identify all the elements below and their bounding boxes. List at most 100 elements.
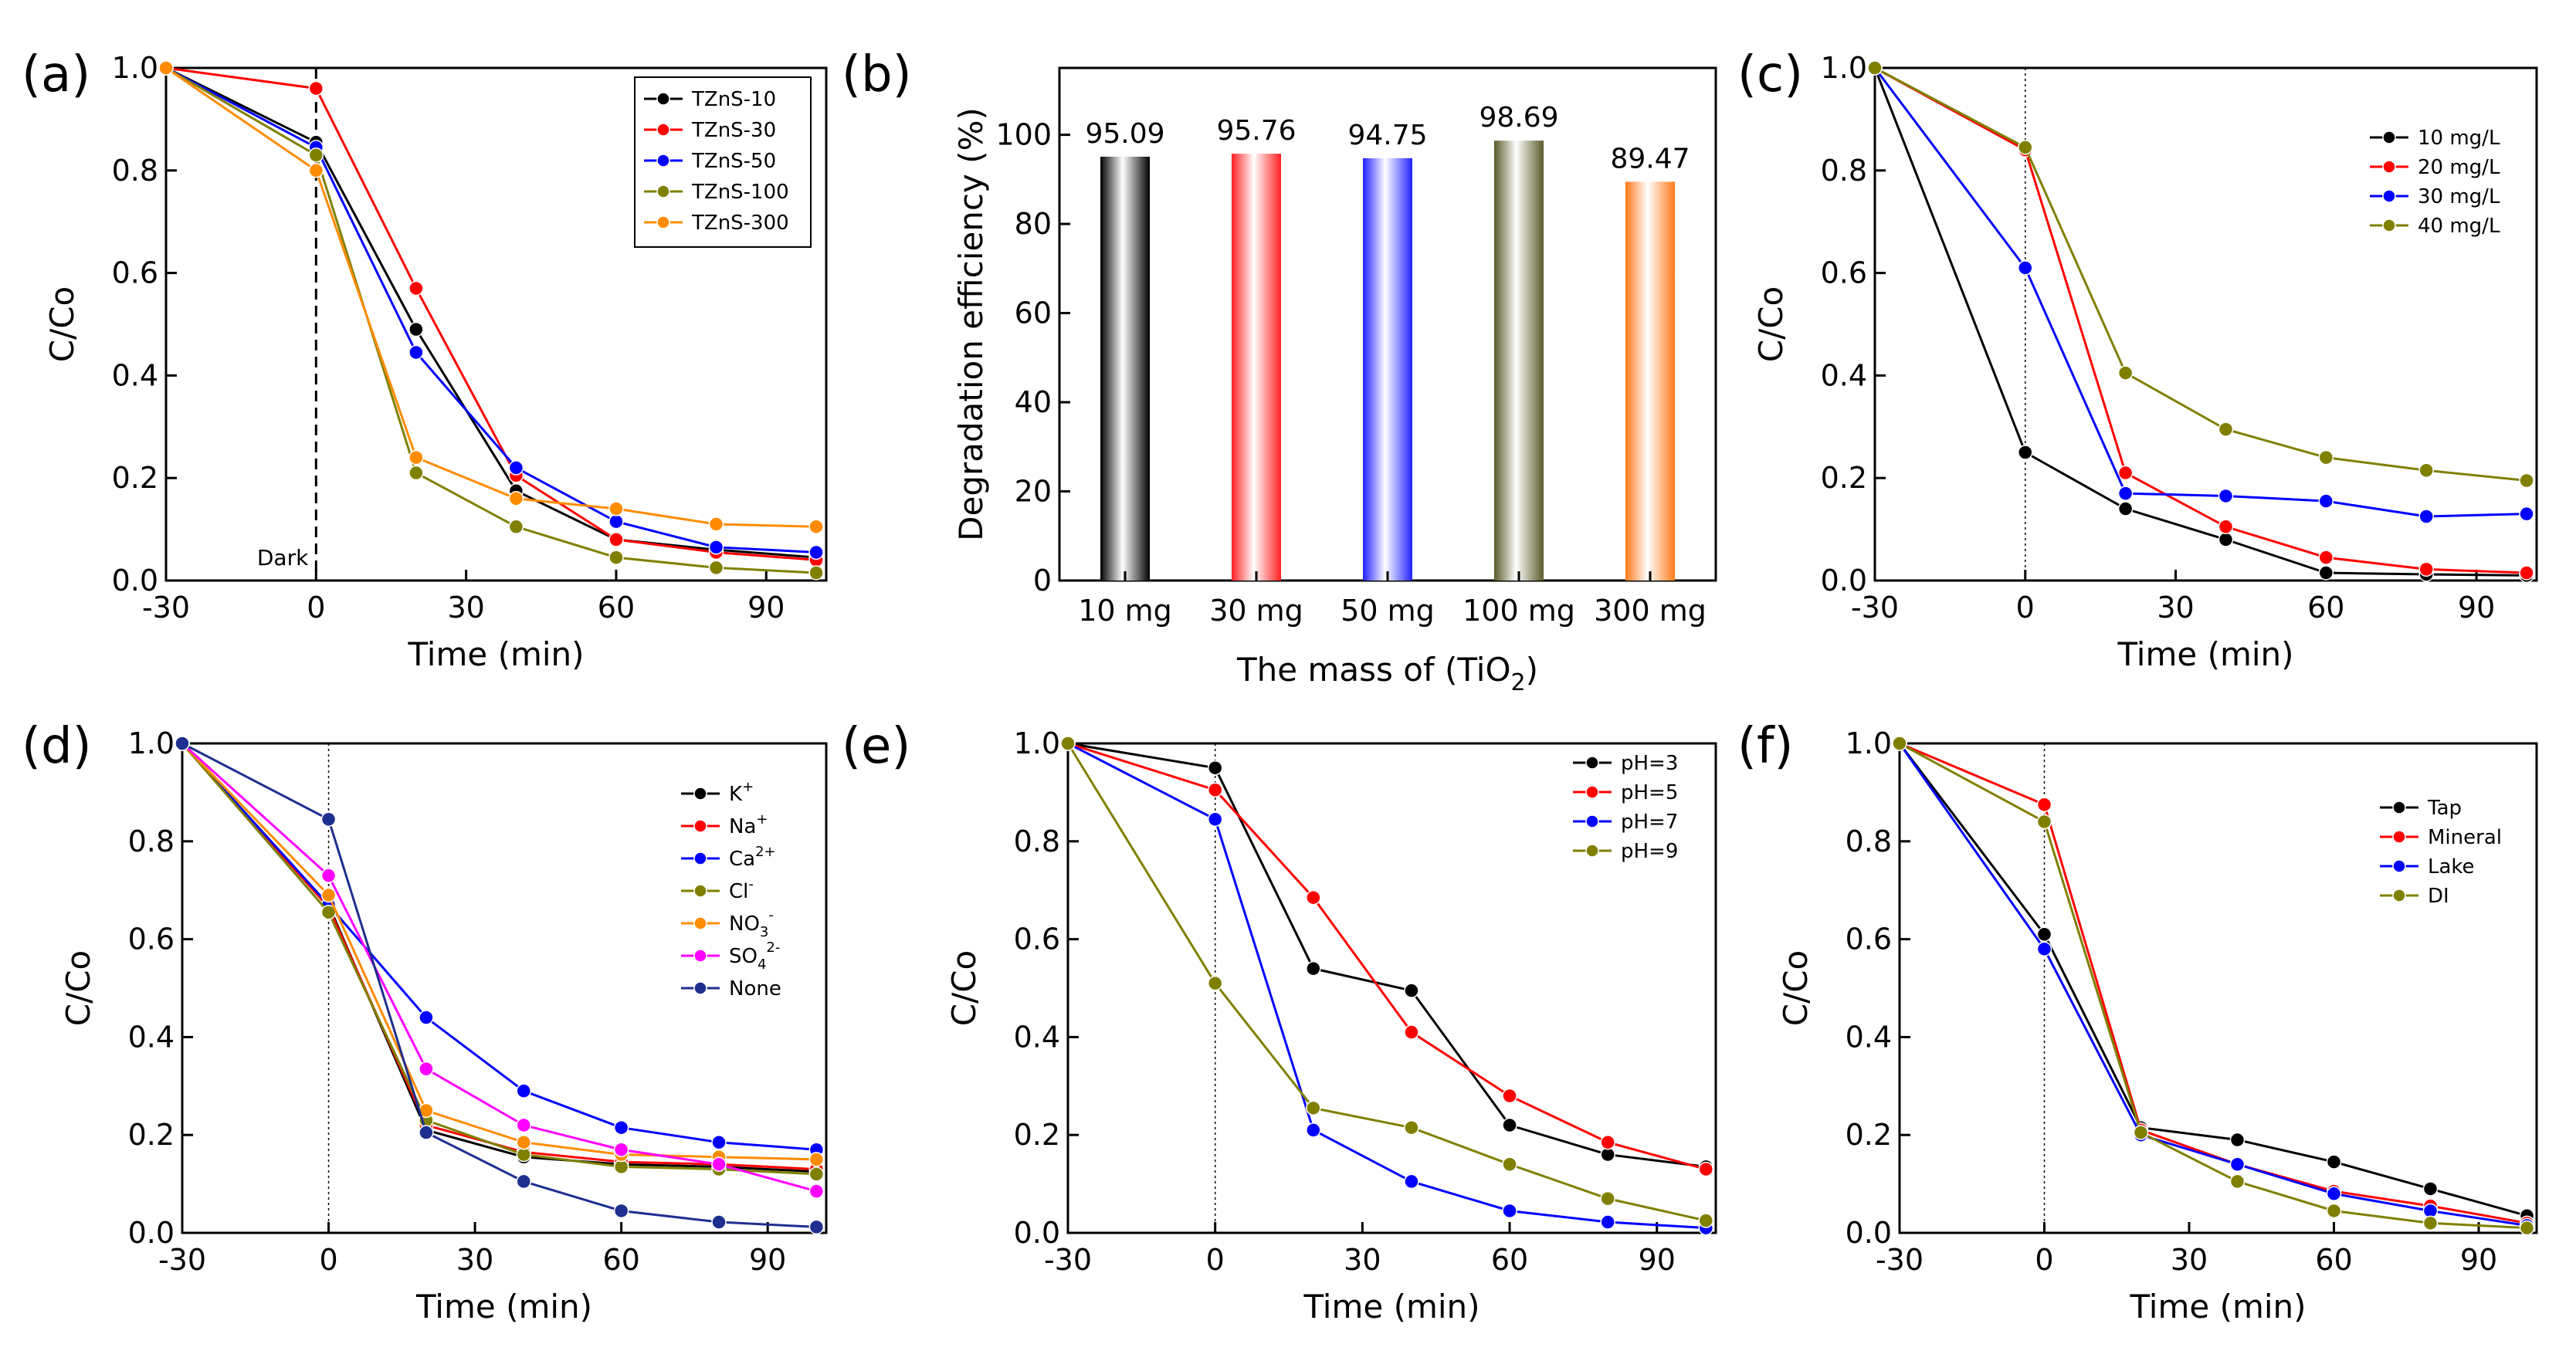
data-point bbox=[2117, 501, 2134, 516]
y-tick-label: 0.6 bbox=[128, 923, 175, 956]
legend-name: Na bbox=[729, 815, 756, 838]
x-tick-label: 60 bbox=[602, 1243, 639, 1277]
data-point bbox=[320, 811, 337, 828]
legend-entry: Mineral bbox=[2428, 826, 2502, 849]
data-point bbox=[1404, 1119, 1419, 1136]
legend-marker bbox=[2382, 160, 2396, 174]
data-point bbox=[1060, 736, 1076, 751]
data-point bbox=[2218, 519, 2234, 535]
x-tick-label: 30 bbox=[456, 1243, 493, 1277]
x-category-label: 10 mg bbox=[1078, 594, 1172, 628]
x-axis-title: The mass of (TiO2) bbox=[1236, 651, 1538, 696]
data-point bbox=[1867, 60, 1883, 76]
x-tick-label: -30 bbox=[158, 1243, 206, 1277]
y-tick-label: 20 bbox=[1015, 475, 1052, 509]
legend-name: Tap bbox=[2427, 797, 2462, 820]
data-point bbox=[711, 1156, 727, 1172]
legend-entry: Lake bbox=[2428, 855, 2475, 879]
legend-sub: 4 bbox=[758, 956, 766, 973]
legend-marker bbox=[656, 154, 670, 168]
data-point bbox=[708, 516, 724, 532]
data-point bbox=[2229, 1156, 2246, 1172]
legend-name: Mineral bbox=[2428, 826, 2502, 849]
data-point bbox=[1600, 1190, 1615, 1207]
x-axis-title: Time (min) bbox=[407, 635, 584, 673]
y-tick-label: 0.6 bbox=[1821, 256, 1867, 290]
legend-name: 30 mg/L bbox=[2418, 185, 2500, 208]
legend-entry: pH=7 bbox=[1621, 811, 1678, 834]
data-point bbox=[608, 513, 624, 530]
data-point bbox=[608, 501, 624, 516]
legend-marker bbox=[693, 981, 707, 995]
data-point bbox=[2229, 1173, 2246, 1190]
data-point bbox=[808, 519, 824, 535]
y-tick-label: 0.2 bbox=[1846, 1118, 1892, 1152]
bar-value-label: 95.09 bbox=[1085, 118, 1164, 150]
data-point bbox=[158, 60, 174, 76]
data-point bbox=[2418, 509, 2434, 524]
data-point bbox=[2018, 445, 2033, 460]
legend-marker bbox=[693, 916, 707, 930]
data-point bbox=[2036, 941, 2052, 957]
data-point bbox=[1600, 1134, 1615, 1150]
legend-name: DI bbox=[2428, 885, 2449, 908]
data-point bbox=[2326, 1203, 2342, 1219]
legend-marker bbox=[1585, 756, 1599, 770]
y-tick-label: 1.0 bbox=[1014, 726, 1060, 760]
data-point bbox=[320, 887, 337, 903]
legend-sup: 2+ bbox=[755, 844, 776, 860]
legend-marker bbox=[1585, 844, 1599, 858]
legend-entry: TZnS-10 bbox=[691, 88, 776, 111]
data-point bbox=[708, 560, 724, 576]
legend-marker bbox=[656, 123, 670, 137]
series-line-1 bbox=[1067, 742, 1707, 1171]
data-point bbox=[1207, 782, 1223, 797]
panel-label: (f) bbox=[1737, 718, 1793, 775]
legend-entry: DI bbox=[2428, 885, 2449, 908]
legend-entry: 40 mg/L bbox=[2418, 215, 2500, 238]
y-tick-label: 0 bbox=[1033, 564, 1052, 598]
x-tick-label: -30 bbox=[1876, 1243, 1924, 1277]
legend-entry: 10 mg/L bbox=[2418, 127, 2500, 150]
bar-value-label: 95.76 bbox=[1216, 115, 1296, 147]
panel-label: (e) bbox=[842, 718, 910, 775]
data-point bbox=[408, 280, 424, 296]
y-tick-label: 0.2 bbox=[1014, 1118, 1060, 1152]
data-point bbox=[1306, 1122, 1321, 1138]
legend-name: pH=7 bbox=[1621, 811, 1678, 834]
data-point bbox=[308, 163, 324, 178]
x-tick-label: 90 bbox=[1639, 1243, 1676, 1277]
y-tick-label: 0.4 bbox=[1846, 1020, 1892, 1054]
data-point bbox=[1404, 983, 1419, 998]
legend-sup: - bbox=[748, 876, 754, 892]
data-point bbox=[2519, 506, 2534, 522]
legend-marker bbox=[2392, 830, 2406, 844]
data-point bbox=[2117, 486, 2134, 501]
data-point bbox=[2519, 565, 2534, 581]
legend-name: K bbox=[729, 783, 743, 806]
legend-entry: pH=5 bbox=[1621, 781, 1678, 804]
data-point bbox=[508, 491, 524, 506]
x-axis-title: Time (min) bbox=[415, 1288, 592, 1325]
panel-label: (d) bbox=[22, 718, 92, 775]
y-tick-label: 100 bbox=[995, 118, 1052, 152]
data-point bbox=[613, 1203, 629, 1219]
series-line-1 bbox=[181, 743, 817, 1171]
bar-10-mg bbox=[1100, 156, 1150, 581]
series-line-0 bbox=[1067, 742, 1707, 1168]
x-axis-title: Time (min) bbox=[2117, 635, 2293, 673]
x-category-label: 30 mg bbox=[1209, 594, 1303, 628]
y-axis-title: C/Co bbox=[43, 286, 81, 363]
data-point bbox=[516, 1083, 532, 1099]
x-tick-label: 0 bbox=[319, 1243, 337, 1277]
legend-entry: TZnS-30 bbox=[691, 119, 776, 142]
legend-marker bbox=[2382, 189, 2396, 203]
data-point bbox=[408, 449, 424, 466]
data-point bbox=[1404, 1024, 1419, 1040]
x-title-sub: 2 bbox=[1511, 669, 1526, 696]
data-point bbox=[2018, 260, 2033, 276]
x-axis-title: Time (min) bbox=[2129, 1288, 2306, 1325]
legend-entry: pH=9 bbox=[1621, 840, 1678, 863]
